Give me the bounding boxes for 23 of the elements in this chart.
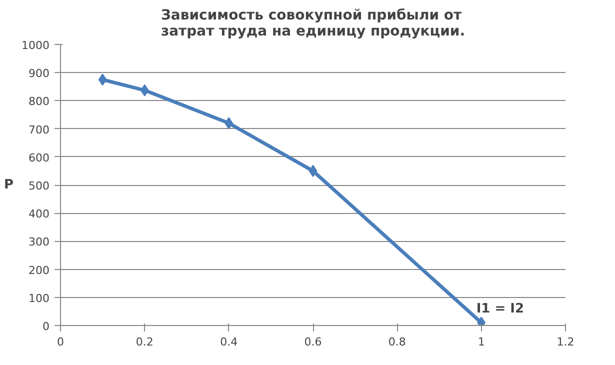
- point: [98, 74, 107, 86]
- y-tick-label: 300: [28, 236, 50, 249]
- y-tick-label: 800: [28, 95, 50, 108]
- x-tick-label: 0.8: [388, 336, 406, 348]
- y-tick-label: 700: [28, 123, 50, 136]
- y-tick-label: 600: [28, 151, 50, 164]
- point: [308, 164, 318, 177]
- y-tick-label: 0: [42, 320, 50, 333]
- x-tick-label: 0.2: [136, 336, 154, 348]
- x-tick-label: 0: [57, 336, 64, 348]
- x-tick-label: 0.4: [220, 336, 238, 348]
- x-tick-label: 1.2: [556, 336, 574, 348]
- y-axis-title: P: [4, 178, 14, 192]
- annotation: I1 = I2: [476, 302, 524, 317]
- y-tick-label: 200: [28, 264, 50, 277]
- y-tick-label: 500: [28, 180, 50, 192]
- y-tick-label: 900: [28, 67, 50, 80]
- chart-title: Зависимость совокупной прибыли от затрат труда на единицу продукции.: [160, 8, 466, 40]
- x-tick-label: 0.6: [304, 336, 322, 348]
- y-tick-label: 1000: [22, 39, 50, 52]
- y-tick-label: 400: [28, 208, 50, 221]
- x-tick-label: 1: [478, 336, 485, 348]
- y-tick-label: 100: [28, 292, 50, 305]
